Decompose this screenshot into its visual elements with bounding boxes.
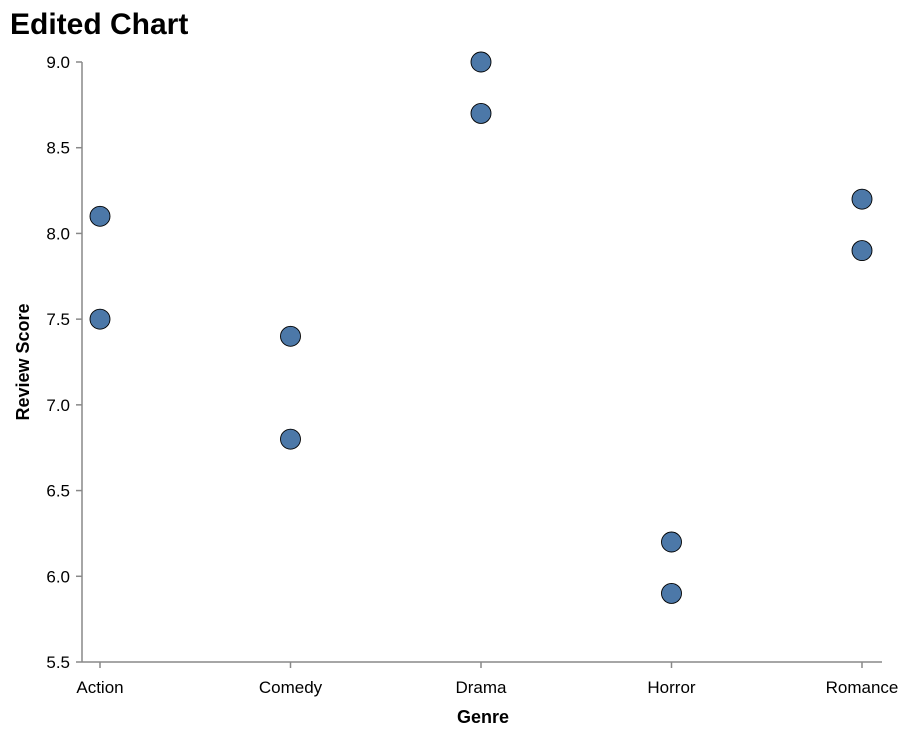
point-marks: [89, 51, 873, 604]
y-tick-label: 7.5: [46, 310, 70, 329]
x-tick-label: Drama: [455, 678, 507, 697]
chart-title: Edited Chart: [10, 8, 189, 41]
x-axis-title: Genre: [457, 707, 509, 727]
x-tick-label: Action: [76, 678, 123, 697]
data-point: [470, 102, 492, 124]
y-tick-label: 6.5: [46, 482, 70, 501]
data-point: [661, 531, 682, 553]
axes: 5.5 6.0 6.5 7.0 7.5 8.0 8.5 9.0 Action Comedy Dram…: [46, 53, 898, 697]
y-tick-label: 7.0: [46, 396, 70, 415]
x-tick-label: Horror: [647, 678, 696, 697]
y-tick-label: 6.0: [46, 567, 70, 586]
data-point: [89, 308, 111, 330]
data-point: [851, 188, 873, 210]
y-tick-label: 8.0: [46, 224, 70, 243]
x-tick-label: Romance: [826, 678, 899, 697]
data-point: [89, 205, 111, 227]
data-point: [661, 582, 682, 604]
y-axis-title: Review Score: [13, 303, 33, 420]
data-point: [851, 240, 873, 262]
x-tick-label: Comedy: [259, 678, 323, 697]
data-point: [280, 428, 301, 450]
y-tick-label: 9.0: [46, 53, 70, 72]
data-point: [280, 325, 301, 347]
y-tick-label: 5.5: [46, 653, 70, 672]
y-tick-label: 8.5: [46, 139, 70, 158]
data-point: [470, 51, 492, 73]
